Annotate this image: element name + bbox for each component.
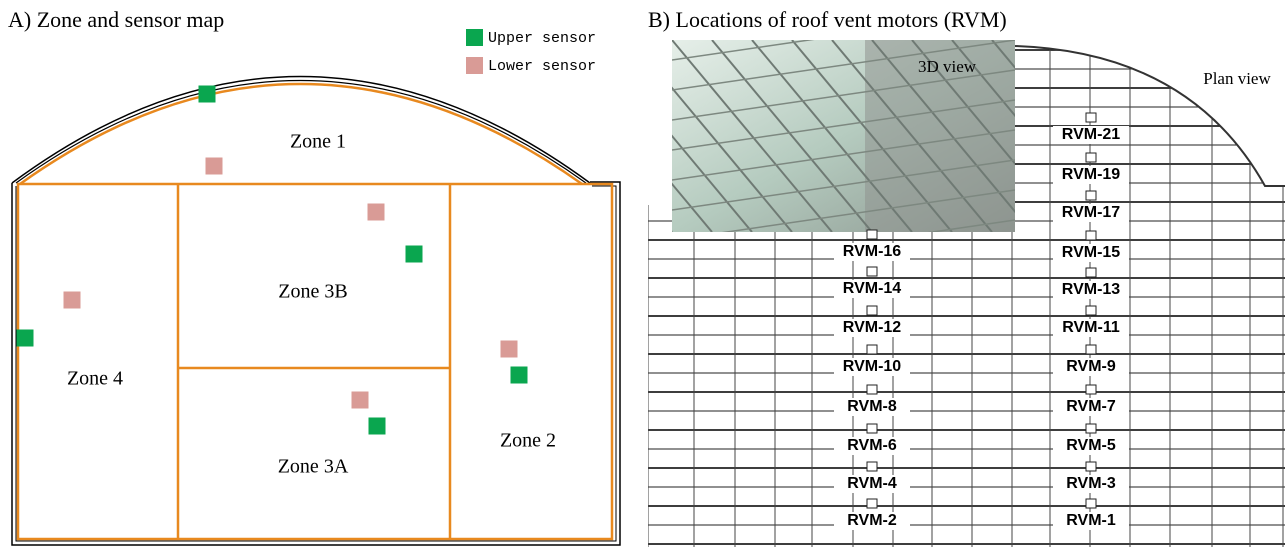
panel-title: A) Zone and sensor map: [8, 7, 224, 32]
rvm-label: RVM-1: [1066, 512, 1116, 529]
rvm-label: RVM-17: [1062, 204, 1120, 221]
lower-sensor: [501, 341, 518, 358]
vent-motor: [1086, 385, 1096, 394]
rvm-label: RVM-15: [1062, 244, 1120, 261]
vent-motor: [1086, 191, 1096, 200]
rvm-label: RVM-3: [1066, 475, 1116, 492]
upper-sensor: [199, 86, 216, 103]
rvm-label: RVM-6: [847, 437, 897, 454]
vent-motor: [1086, 268, 1096, 277]
upper-sensor: [369, 418, 386, 435]
zone-label: Zone 1: [290, 131, 346, 153]
figure: A) Zone and sensor map Upper sensor Lower…: [0, 0, 1285, 547]
vent-motor: [1086, 462, 1096, 471]
plan-roof-edge: [1015, 46, 1285, 186]
vent-motor: [867, 462, 877, 471]
zones: Zone 1 Zone 3B Zone 4 Zone 3A Zone 2: [67, 131, 556, 478]
legend-swatch: [466, 29, 483, 46]
lower-sensor: [64, 292, 81, 309]
lower-sensor: [206, 158, 223, 175]
upper-sensor: [511, 367, 528, 384]
vent-motor: [1086, 231, 1096, 240]
vent-motor: [1086, 345, 1096, 354]
rvm-label: RVM-19: [1062, 166, 1120, 183]
rvm-label: RVM-16: [843, 243, 901, 260]
vent-motor: [867, 267, 877, 276]
rvm-label: RVM-7: [1066, 398, 1116, 415]
vent-motor: [867, 345, 877, 354]
rvm-label: RVM-11: [1062, 319, 1120, 336]
panel-title: B) Locations of roof vent motors (RVM): [648, 7, 1007, 32]
legend-label: Lower sensor: [488, 58, 596, 75]
rvm-label: RVM-21: [1062, 126, 1120, 143]
vent-motor: [1086, 499, 1096, 508]
legend: Upper sensor Lower sensor: [466, 29, 596, 75]
rvm-label: RVM-13: [1062, 281, 1120, 298]
zone-label: Zone 2: [500, 430, 556, 452]
zone-label: Zone 3B: [278, 281, 347, 303]
view-label: Plan view: [1203, 69, 1271, 88]
rvm-label: RVM-9: [1066, 358, 1116, 375]
lower-sensor: [352, 392, 369, 409]
vent-motor: [1086, 113, 1096, 122]
upper-sensor: [17, 330, 34, 347]
vent-motor: [1086, 153, 1096, 162]
rvm-label: RVM-10: [843, 358, 901, 375]
vent-motor: [867, 424, 877, 433]
vent-motor: [867, 230, 877, 239]
rvm-label: RVM-5: [1066, 437, 1116, 454]
vent-motor: [1086, 424, 1096, 433]
upper-sensor: [406, 246, 423, 263]
vent-motor: [1086, 306, 1096, 315]
legend-swatch: [466, 57, 483, 74]
rvm-label: RVM-2: [847, 512, 897, 529]
view-label: 3D view: [918, 57, 977, 76]
vent-motor: [867, 306, 877, 315]
rvm-label: RVM-8: [847, 398, 897, 415]
rvm-label: RVM-12: [843, 319, 901, 336]
rvm-label: RVM-4: [847, 475, 897, 492]
zone-label: Zone 4: [67, 368, 123, 390]
lower-sensor: [368, 204, 385, 221]
vent-motor: [867, 499, 877, 508]
rvm-label: RVM-14: [843, 280, 901, 297]
vent-motor: [867, 385, 877, 394]
legend-label: Upper sensor: [488, 30, 596, 47]
zone-label: Zone 3A: [278, 456, 349, 478]
